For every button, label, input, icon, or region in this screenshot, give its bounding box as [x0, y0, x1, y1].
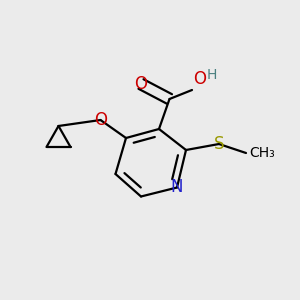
- Text: N: N: [171, 178, 183, 196]
- Text: O: O: [194, 70, 206, 88]
- Text: H: H: [206, 68, 217, 82]
- Text: S: S: [214, 135, 224, 153]
- Text: CH₃: CH₃: [250, 146, 275, 160]
- Text: O: O: [94, 111, 107, 129]
- Text: O: O: [134, 75, 148, 93]
